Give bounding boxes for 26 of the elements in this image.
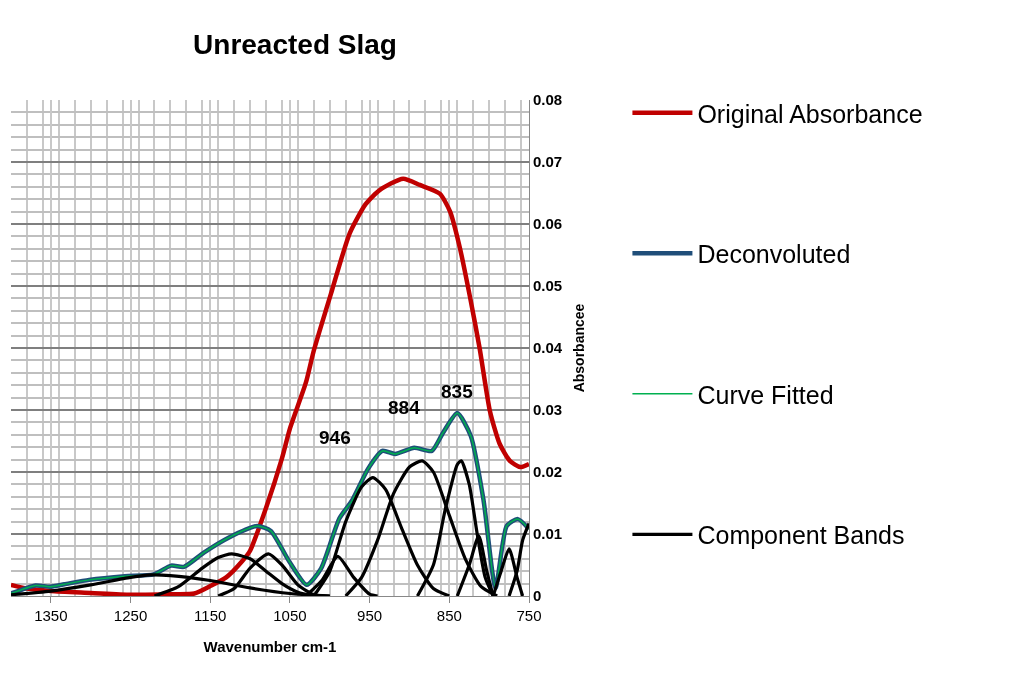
- y-tick-label: 0.07: [533, 153, 563, 171]
- x-tick-label: 1150: [194, 607, 227, 624]
- y-tick-label: 0: [533, 587, 542, 605]
- x-tick-label: 950: [357, 607, 383, 624]
- annotation: 946: [319, 427, 351, 448]
- x-tick-label: 750: [516, 607, 542, 624]
- y-tick-label: 0.06: [533, 215, 563, 233]
- legend-label: Curve Fitted: [697, 380, 834, 409]
- y-axis-title: Absorbancee: [571, 303, 588, 393]
- x-tick-label: 1250: [113, 607, 148, 624]
- x-tick-label: 1050: [273, 607, 307, 624]
- legend-label: Deconvoluted: [697, 240, 851, 269]
- y-tick-label: 0.02: [533, 463, 563, 481]
- y-tick-label: 0.01: [533, 525, 563, 543]
- chart-title: Unreacted Slag: [193, 29, 397, 61]
- x-axis-title: Wavenumber cm-1: [203, 638, 337, 655]
- annotation: 835: [441, 381, 474, 402]
- y-tick-label: 0.04: [533, 339, 563, 357]
- y-tick-label: 0.05: [533, 277, 563, 295]
- y-tick-label: 0.08: [533, 91, 563, 109]
- x-tick-label: 850: [436, 607, 462, 624]
- annotation: 884: [388, 397, 421, 418]
- x-tick-label: 1350: [34, 607, 68, 624]
- legend-label: Original Absorbance: [697, 99, 923, 128]
- y-tick-label: 0.03: [533, 401, 563, 419]
- legend-label: Component Bands: [697, 521, 905, 550]
